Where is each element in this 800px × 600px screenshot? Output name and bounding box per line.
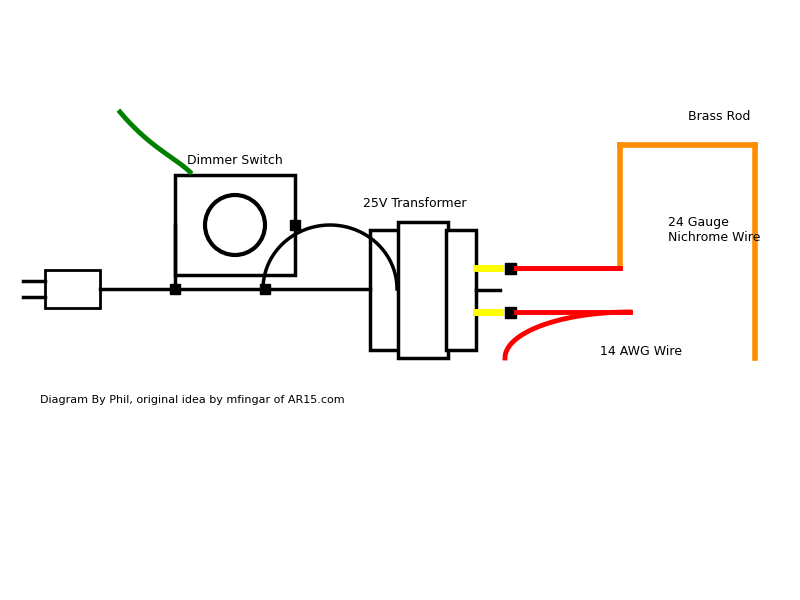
Bar — [170, 284, 180, 294]
Text: Dimmer Switch: Dimmer Switch — [187, 154, 283, 167]
Circle shape — [205, 195, 265, 255]
Bar — [260, 284, 270, 294]
Bar — [505, 263, 515, 274]
Bar — [398, 222, 448, 358]
Bar — [505, 307, 515, 317]
Bar — [446, 230, 476, 350]
Text: Brass Rod: Brass Rod — [688, 110, 750, 123]
Bar — [370, 230, 400, 350]
Text: 25V Transformer: 25V Transformer — [363, 197, 466, 210]
Bar — [175, 175, 295, 275]
Bar — [290, 220, 300, 230]
Text: 14 AWG Wire: 14 AWG Wire — [600, 345, 682, 358]
Bar — [45, 270, 100, 308]
Text: 24 Gauge
Nichrome Wire: 24 Gauge Nichrome Wire — [668, 216, 760, 244]
Text: Diagram By Phil, original idea by mfingar of AR15.com: Diagram By Phil, original idea by mfinga… — [40, 395, 345, 405]
